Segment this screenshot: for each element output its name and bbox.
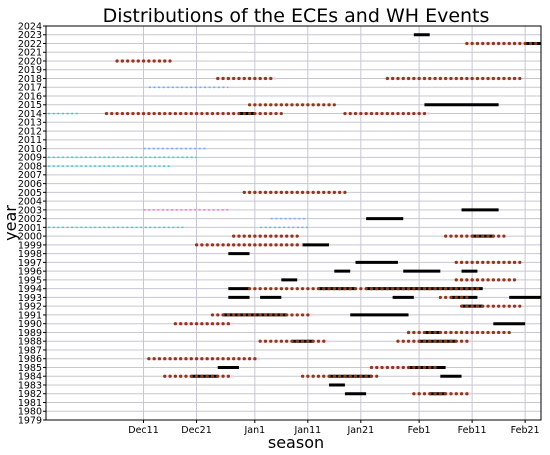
y-tick-label: 2021 [18, 48, 42, 59]
x-tick-label: Dec21 [181, 425, 211, 436]
y-tick-label: 2002 [18, 214, 42, 225]
y-tick-label: 2019 [18, 65, 42, 76]
events-layer [48, 33, 543, 396]
y-tick-label: 1997 [18, 258, 42, 269]
y-tick-label: 1989 [18, 328, 42, 339]
y-tick-label: 1988 [18, 337, 42, 348]
y-tick-label: 2011 [18, 135, 42, 146]
y-tick-label: 2010 [18, 144, 42, 155]
y-tick-label: 2017 [18, 83, 42, 94]
y-tick-label: 1992 [18, 302, 42, 313]
x-tick-label: Jan11 [293, 425, 321, 436]
y-tick-label: 2008 [18, 161, 42, 172]
y-tick-label: 1993 [18, 293, 42, 304]
y-tick-label: 2016 [18, 91, 42, 102]
y-tick-label: 1983 [18, 380, 42, 391]
y-tick-label: 2023 [18, 30, 42, 41]
y-tick-label: 2009 [18, 153, 42, 164]
y-tick-label: 1981 [18, 398, 42, 409]
y-tick-label: 2007 [18, 170, 42, 181]
x-axis-label: season [268, 433, 324, 452]
y-tick-label: 1995 [18, 275, 42, 286]
y-tick-label: 2020 [18, 56, 42, 67]
y-tick-label: 1985 [18, 363, 42, 374]
y-tick-label: 2012 [18, 126, 42, 137]
x-tick-label: Feb11 [458, 425, 487, 436]
grid-layer [46, 25, 541, 421]
y-axis-label: year [1, 205, 20, 241]
y-tick-label: 1980 [18, 407, 42, 418]
y-tick-label: 2018 [18, 74, 42, 85]
x-tick-label: Feb1 [408, 425, 431, 436]
y-tick-label: 2001 [18, 223, 42, 234]
y-tick-label: 1987 [18, 345, 42, 356]
y-tick-label: 2006 [18, 179, 42, 190]
x-tick-labels: Dec11 Dec21 Jan1 Jan11 Jan21 Feb1 Feb11 Feb21 [128, 420, 540, 436]
y-tick-label: 1990 [18, 319, 42, 330]
y-tick-label: 1996 [18, 267, 42, 278]
y-tick-label: 1982 [18, 389, 42, 400]
y-tick-label: 1998 [18, 249, 42, 260]
x-tick-label: Jan21 [346, 425, 374, 436]
y-tick-label: 1979 [18, 415, 42, 426]
y-tick-label: 2013 [18, 118, 42, 129]
y-tick-label: 1999 [18, 240, 42, 251]
y-tick-label: 1994 [18, 284, 42, 295]
y-tick-label: 2000 [18, 232, 42, 243]
y-tick-label: 2022 [18, 39, 42, 50]
y-tick-label: 1986 [18, 354, 42, 365]
chart-title: Distributions of the ECEs and WH Events [103, 5, 490, 27]
x-tick-label: Feb21 [511, 425, 540, 436]
y-tick-label: 2014 [18, 109, 42, 120]
y-tick-label: 1984 [18, 372, 42, 383]
x-tick-label: Jan1 [243, 425, 265, 436]
y-tick-label: 1991 [18, 310, 42, 321]
plot-frame [45, 25, 542, 421]
y-tick-label: 2003 [18, 205, 42, 216]
y-tick-label: 2004 [18, 197, 42, 208]
y-tick-label: 2015 [18, 100, 42, 111]
y-tick-label: 2005 [18, 188, 42, 199]
y-tick-label: 2024 [18, 21, 42, 32]
x-tick-label: Dec11 [128, 425, 158, 436]
y-tick-labels: 1979198019811982198319841985198619871988… [18, 21, 46, 426]
